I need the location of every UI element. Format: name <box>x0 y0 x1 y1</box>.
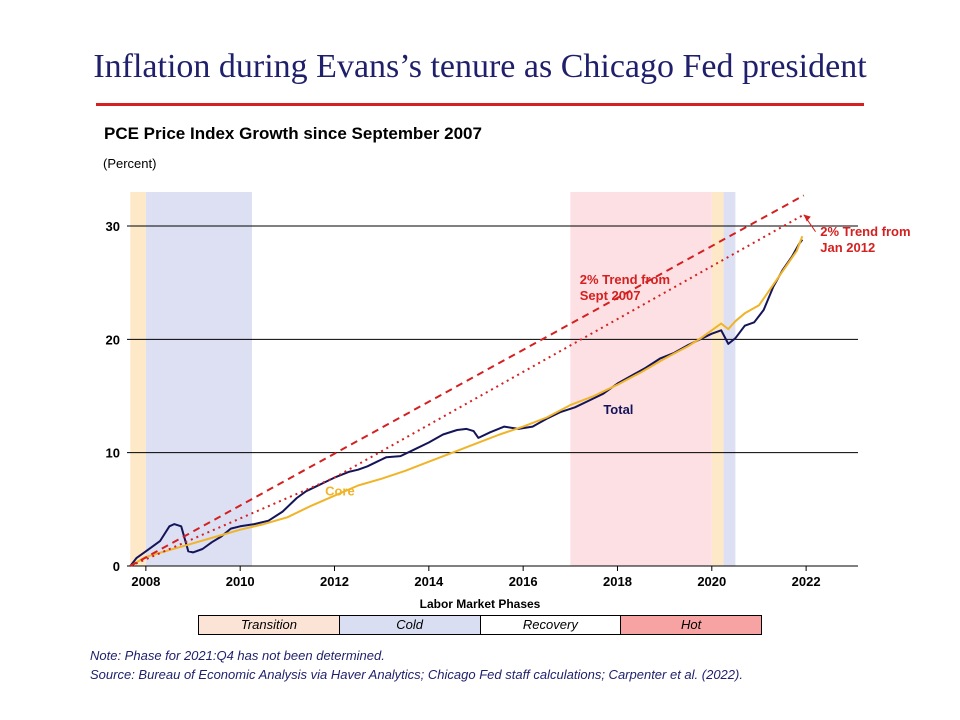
x-tick-label: 2020 <box>697 574 726 589</box>
x-tick-label: 2016 <box>509 574 538 589</box>
shade-transition <box>711 192 724 566</box>
chart-title: PCE Price Index Growth since September 2… <box>104 124 482 143</box>
y-axis-unit-label: (Percent) <box>103 156 157 171</box>
annotation-label: Core <box>325 484 355 499</box>
axes: 0 10 20 30 2008 2010 2012 2014 2016 2018 2020 2022 <box>106 219 858 589</box>
legend-hot: Hot <box>621 616 761 634</box>
y-tick-label: 0 <box>113 559 120 574</box>
annotation-label: 2% Trend from Jan 2012 <box>820 224 910 255</box>
shade-cold <box>145 192 252 566</box>
x-tick-label: 2012 <box>320 574 349 589</box>
shade-cold <box>723 192 736 566</box>
legend-title: Labor Market Phases <box>419 597 541 611</box>
legend-transition: Transition <box>199 616 340 634</box>
phase-shading <box>130 192 736 566</box>
title-rule <box>96 103 864 106</box>
series-line-total <box>129 239 804 567</box>
legend-recovery: Recovery <box>480 616 622 634</box>
source-text: Source: Bureau of Economic Analysis via … <box>90 667 743 682</box>
series-line-core <box>129 235 804 567</box>
annotation-line: 2% Trend from <box>820 224 910 239</box>
annotation-label: 2% Trend from Sept 2007 <box>580 272 670 303</box>
annotation-line: Total <box>603 402 633 417</box>
slide-title: Inflation during Evans’s tenure as Chica… <box>93 48 867 85</box>
x-tick-label: 2010 <box>226 574 255 589</box>
series-line-2-trend-from-jan-2012 <box>129 213 805 567</box>
annotation-line: Jan 2012 <box>820 240 875 255</box>
notes: Note: Phase for 2021:Q4 has not been det… <box>90 646 743 684</box>
y-tick-label: 10 <box>106 446 120 461</box>
series-lines <box>129 194 805 567</box>
grid-lines <box>127 225 858 454</box>
annotation-label: Total <box>603 402 633 417</box>
note-text: Note: Phase for 2021:Q4 has not been det… <box>90 648 385 663</box>
y-tick-label: 20 <box>106 332 120 347</box>
x-tick-label: 2008 <box>131 574 160 589</box>
phase-legend: Transition Cold Recovery Hot <box>198 615 762 635</box>
annotation-line: Sept 2007 <box>580 288 641 303</box>
x-tick-label: 2022 <box>792 574 821 589</box>
x-tick-label: 2014 <box>414 574 444 589</box>
annotation-line: Core <box>325 484 355 499</box>
series-line-2-trend-from-sept-2007 <box>129 194 805 567</box>
legend-cold: Cold <box>339 616 481 634</box>
shade-transition <box>130 192 146 566</box>
y-tick-label: 30 <box>106 219 120 234</box>
annotation-line: 2% Trend from <box>580 272 670 287</box>
annotation-arrow-head <box>803 214 811 222</box>
shade-hot <box>570 192 712 566</box>
x-tick-label: 2018 <box>603 574 632 589</box>
